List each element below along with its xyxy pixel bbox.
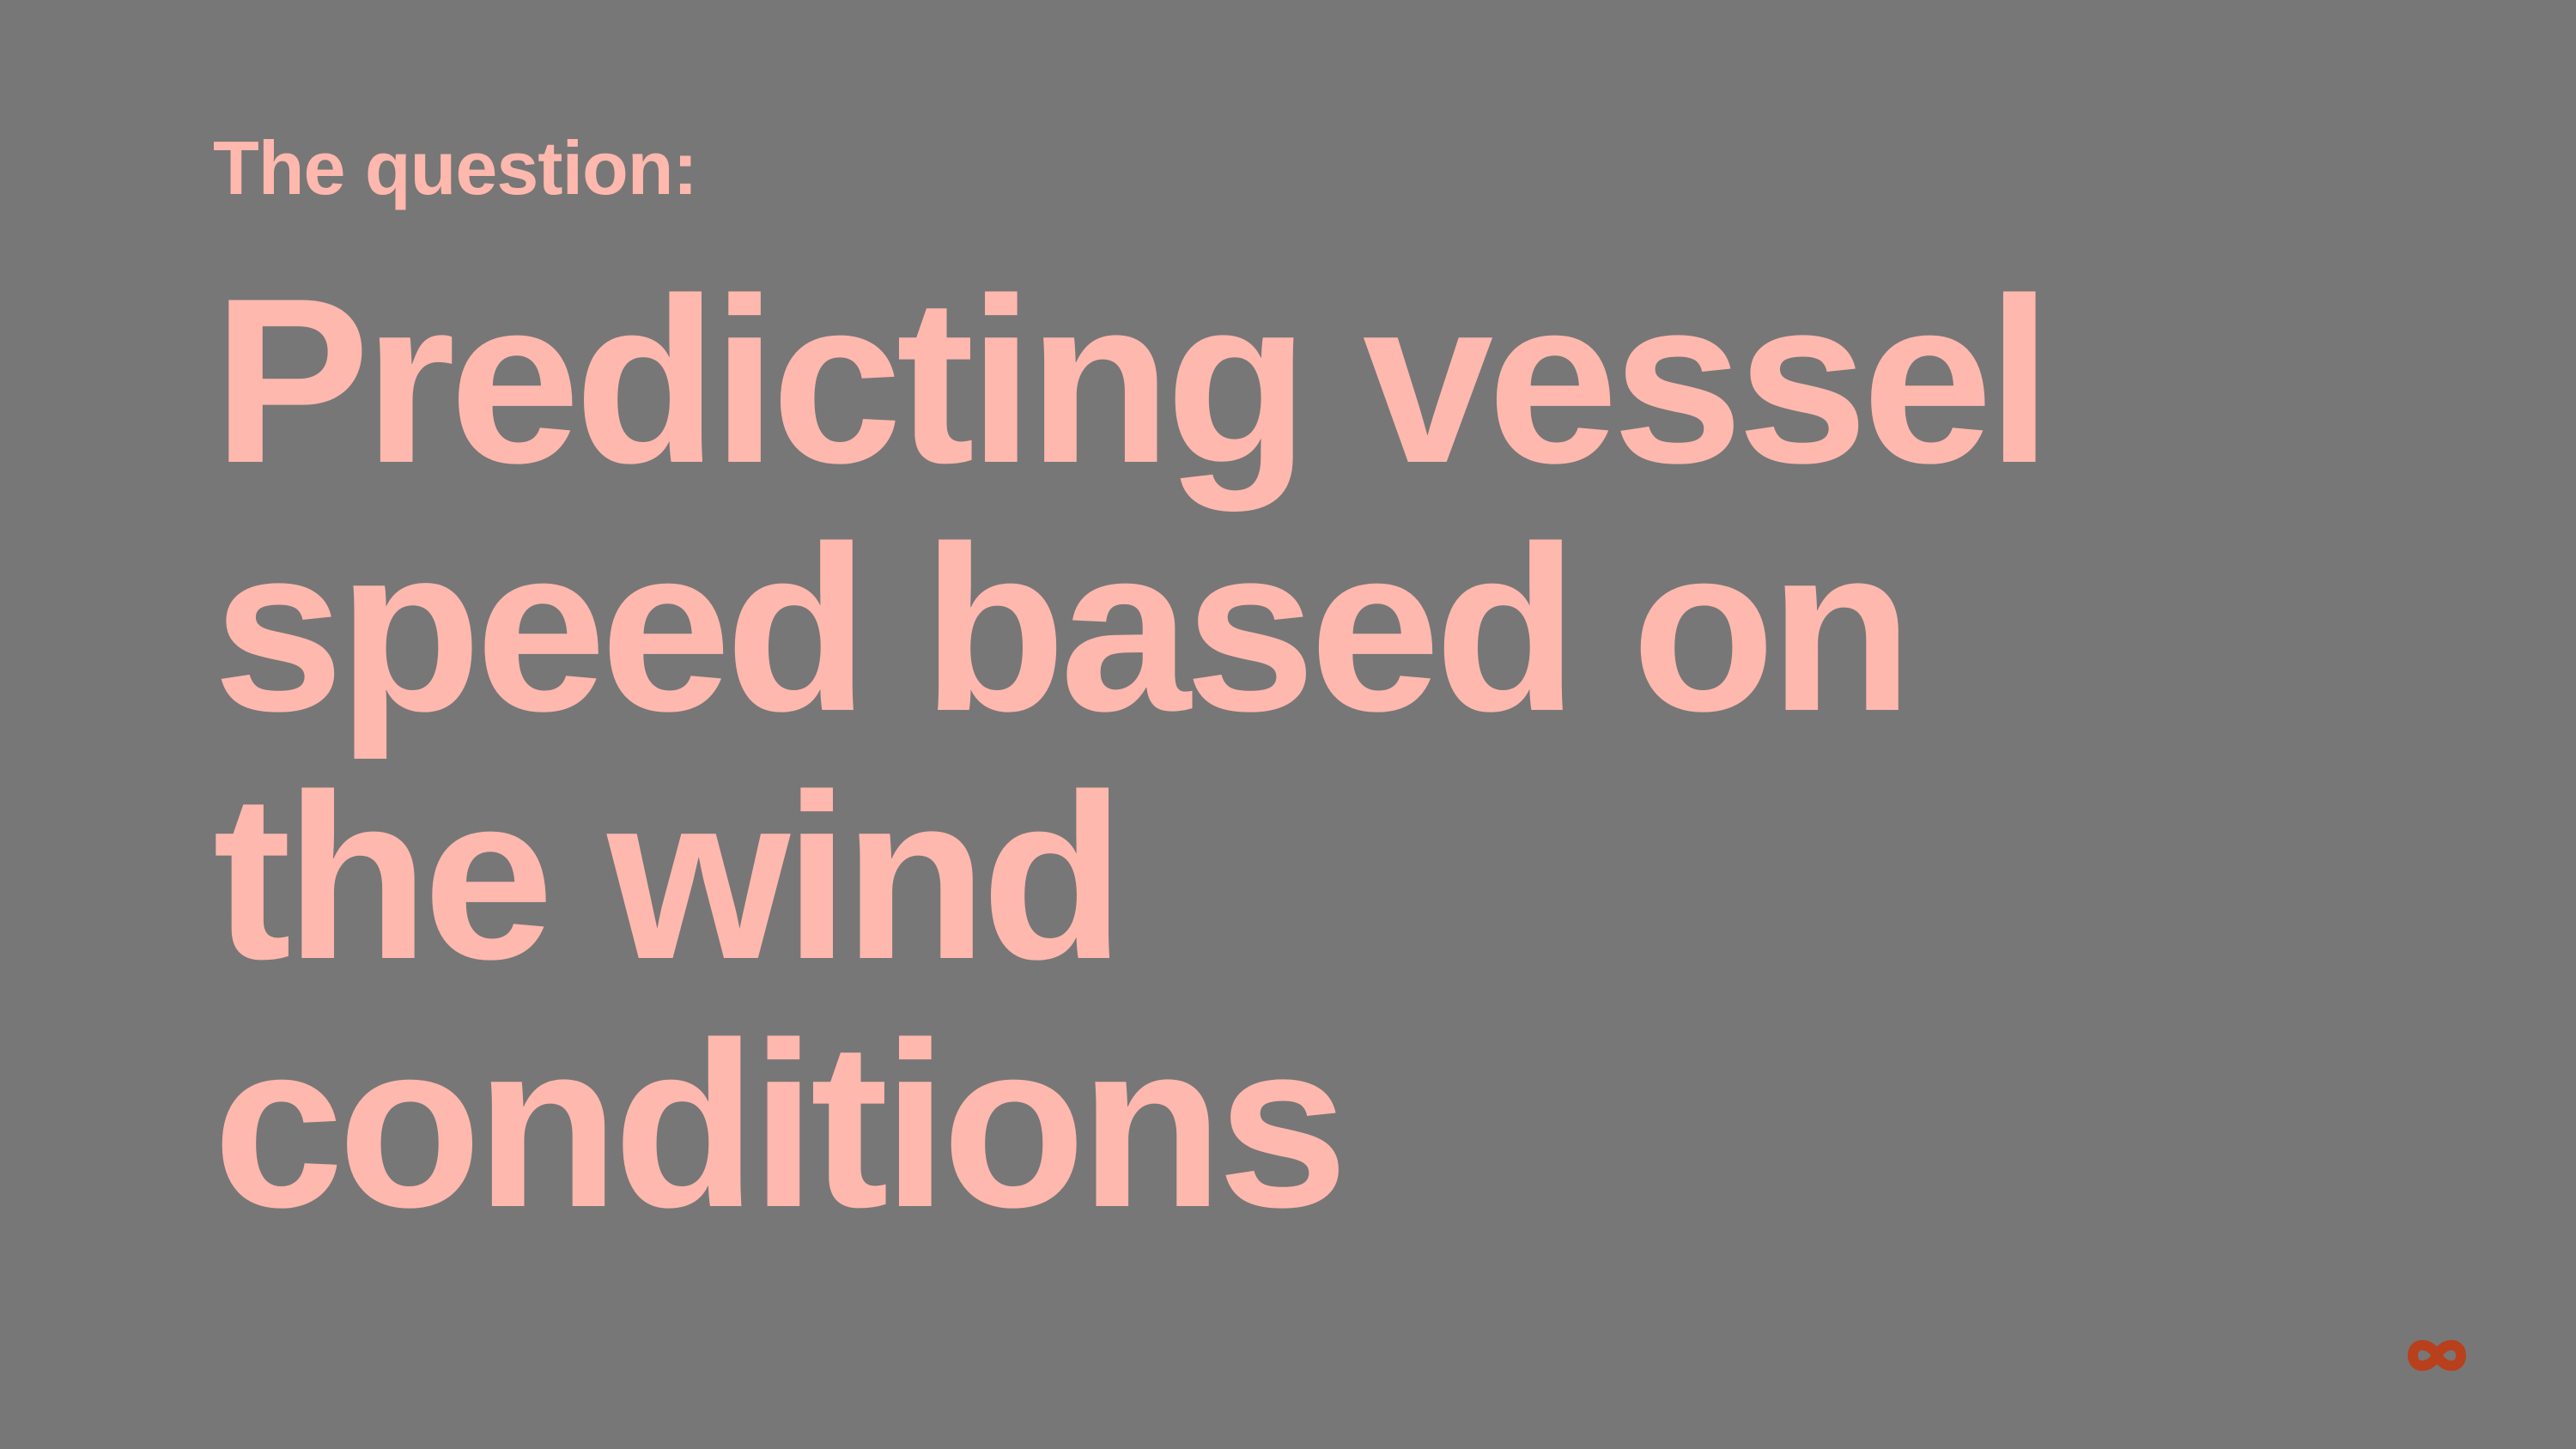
title-line: speed based on <box>213 498 1913 761</box>
slide-kicker: The question: <box>213 125 698 210</box>
infinity-logo-icon <box>2408 1340 2466 1371</box>
slide-title: Predicting vessel speed based on the win… <box>213 258 2445 1250</box>
title-line: conditions <box>213 994 1348 1257</box>
title-line: Predicting vessel <box>213 250 2052 512</box>
title-line: the wind <box>213 746 1125 1009</box>
